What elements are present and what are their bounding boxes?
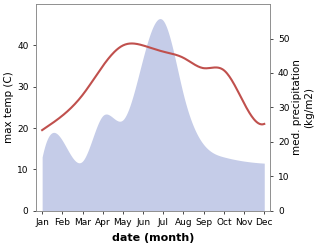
Y-axis label: max temp (C): max temp (C)	[4, 72, 14, 143]
Y-axis label: med. precipitation
(kg/m2): med. precipitation (kg/m2)	[292, 60, 314, 155]
X-axis label: date (month): date (month)	[112, 233, 194, 243]
